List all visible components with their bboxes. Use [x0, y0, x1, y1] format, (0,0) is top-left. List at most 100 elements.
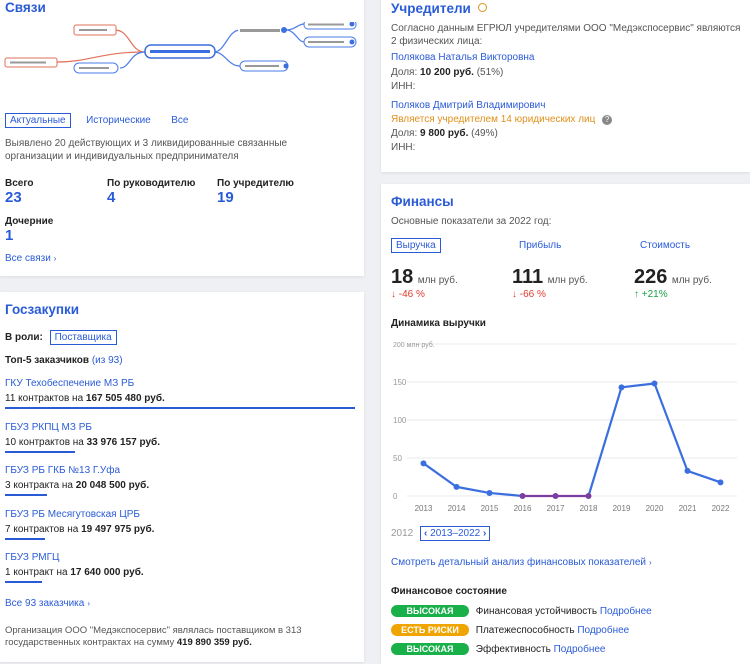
state-more-link[interactable]: Подробнее	[553, 644, 606, 655]
tab-all[interactable]: Все	[171, 115, 189, 126]
stat-manager[interactable]: По руководителю 4	[107, 178, 195, 206]
founder-inn: ИНН:	[391, 81, 416, 92]
state-more-link[interactable]: Подробнее	[577, 625, 630, 636]
metric-profit: 111 млн руб. ↓ -66 %	[512, 266, 588, 300]
stat-founder[interactable]: По учредителю 19	[217, 178, 294, 206]
tab-revenue[interactable]: Выручка	[391, 238, 441, 253]
customer-contracts: 7 контрактов на 19 497 975 руб.	[5, 524, 355, 535]
customer-name[interactable]: ГБУЗ РБ Месягутовская ЦРБ	[5, 508, 140, 520]
goszakupki-title[interactable]: Госзакупки	[5, 302, 80, 317]
tab-profit[interactable]: Прибыль	[519, 240, 562, 251]
tab-value[interactable]: Стоимость	[640, 240, 691, 251]
chevron-right-icon: ›	[87, 599, 90, 608]
question-icon[interactable]: ?	[602, 115, 613, 125]
founder-2: Поляков Дмитрий Владимирович Является уч…	[391, 100, 613, 153]
y-tick-label: 100	[393, 416, 407, 425]
range-selector: 2012 ‹ 2013–2022 ›	[391, 526, 491, 541]
all-customers-link[interactable]: Все 93 заказчика ›	[5, 598, 90, 609]
founder-name[interactable]: Полякова Наталья Викторовна	[391, 52, 535, 63]
footer-text: Организация ООО "Медэкспосервис" являлас…	[5, 625, 302, 648]
metric-value: 18	[391, 266, 414, 288]
detail-analysis-link[interactable]: Смотреть детальный анализ финансовых пок…	[391, 557, 652, 568]
contracts-amount: 33 976 157 руб.	[86, 436, 160, 448]
x-tick-label: 2018	[580, 504, 598, 513]
share-label: Доля:	[391, 128, 418, 139]
share-amount: 9 800 руб.	[420, 128, 469, 139]
chevron-right-icon[interactable]: ›	[483, 528, 487, 539]
customer-share-bar	[5, 450, 75, 453]
role-supplier-tab[interactable]: Поставщика	[49, 330, 117, 345]
finance-title[interactable]: Финансы	[391, 194, 454, 209]
contracts-amount: 20 048 500 руб.	[75, 480, 150, 491]
range-button[interactable]: ‹ 2013–2022 ›	[420, 526, 491, 541]
metric-change: ↓ -66 %	[512, 289, 588, 300]
all-customers-label: Все 93 заказчика	[5, 598, 85, 609]
series-line-segment	[686, 469, 722, 484]
metric-change-value: -46 %	[398, 289, 425, 300]
customer-name[interactable]: ГБУЗ РКПЦ МЗ РБ	[5, 421, 92, 433]
metric-change-value: +21%	[641, 289, 668, 300]
x-tick-label: 2019	[613, 504, 631, 513]
data-point	[453, 483, 460, 490]
metric-change: ↑ +21%	[634, 289, 712, 300]
uchrediteli-title[interactable]: Учредители	[391, 1, 471, 16]
customer-share-bar	[5, 537, 45, 540]
stat-subsidiary[interactable]: Дочерние 1	[5, 216, 53, 244]
customer-share-bar	[5, 581, 42, 583]
metric-revenue: 18 млн руб. ↓ -46 %	[391, 266, 458, 300]
contracts-text: 3 контракта на	[5, 480, 73, 491]
connections-graph[interactable]	[0, 22, 364, 102]
data-point	[420, 460, 427, 467]
contracts-amount: 19 497 975 руб.	[81, 523, 155, 535]
goszakupki-footer: Организация ООО "Медэкспосервис" являлас…	[5, 625, 345, 649]
customer-contracts: 11 контрактов на 167 505 480 руб.	[5, 393, 355, 404]
arrow-down-icon: ↓	[391, 289, 396, 300]
state-label: Финансовая устойчивость	[475, 606, 598, 617]
y-tick-label: 50	[393, 454, 402, 463]
metric-value: 226	[634, 266, 668, 288]
data-point	[651, 380, 658, 387]
top-count-link[interactable]: (из 93)	[91, 355, 123, 366]
x-tick-label: 2013	[415, 504, 433, 513]
all-connections-link[interactable]: Все связи ›	[5, 253, 56, 264]
y-tick-label: 0	[393, 492, 398, 501]
uchrediteli-intro: Согласно данным ЕГРЮЛ учредителями ООО "…	[391, 23, 741, 47]
svyazi-title[interactable]: Связи	[5, 0, 46, 15]
customer-name[interactable]: ГБУЗ РБ ГКБ №13 Г.Уфа	[5, 465, 121, 476]
finance-card: Финансы Основные показатели за 2022 год:…	[381, 184, 750, 664]
list-item: ВЫСОКАЯ Эффективность Подробнее	[391, 643, 652, 662]
metric-unit: млн руб.	[417, 275, 458, 286]
founder-share: Доля: 10 200 руб. (51%)	[391, 67, 535, 78]
metric-value: 111	[512, 266, 544, 288]
chart-title: Динамика выручки	[391, 318, 486, 329]
status-badge: ВЫСОКАЯ	[391, 605, 469, 617]
stat-label: По учредителю	[217, 178, 294, 189]
founder-name[interactable]: Поляков Дмитрий Владимирович	[391, 100, 546, 111]
metric-value-block: 226 млн руб. ↑ +21%	[634, 266, 712, 300]
x-tick-label: 2015	[481, 504, 499, 513]
list-item: ГБУЗ РБ ГКБ №13 Г.Уфа 3 контракта на 20 …	[5, 465, 355, 509]
state-list: ВЫСОКАЯ Финансовая устойчивость Подробне…	[391, 605, 652, 662]
data-point	[684, 467, 691, 474]
stat-total[interactable]: Всего 23	[5, 178, 34, 206]
tab-actual[interactable]: Актуальные	[5, 113, 71, 128]
list-item: ГКУ Техобеспечение МЗ РБ 11 контрактов н…	[5, 378, 355, 422]
footer-amount: 419 890 359 руб.	[176, 637, 252, 648]
contracts-text: 10 контрактов на	[5, 436, 84, 448]
revenue-chart[interactable]: 0 50 100 150 200 млн руб. 2013 2014 2015 2016 201…	[381, 334, 750, 514]
all-connections-label: Все связи	[5, 253, 51, 264]
chevron-left-icon[interactable]: ‹	[424, 528, 428, 539]
list-item: ГБУЗ РМГЦ 1 контракт на 17 640 000 руб.	[5, 552, 355, 596]
founder-share: Доля: 9 800 руб. (49%)	[391, 128, 612, 139]
status-badge: ЕСТЬ РИСКИ	[391, 624, 469, 636]
customer-name[interactable]: ГКУ Техобеспечение МЗ РБ	[5, 378, 135, 389]
tab-historical[interactable]: Исторические	[86, 115, 151, 126]
state-more-link[interactable]: Подробнее	[599, 606, 652, 617]
stat-label: Всего	[5, 178, 34, 189]
state-title: Финансовое состояние	[391, 586, 507, 597]
arrow-up-icon: ↑	[634, 289, 639, 300]
x-tick-label: 2021	[679, 504, 697, 513]
stat-label: По руководителю	[107, 178, 196, 189]
customer-name[interactable]: ГБУЗ РМГЦ	[5, 552, 60, 563]
stat-value: 4	[107, 189, 116, 206]
